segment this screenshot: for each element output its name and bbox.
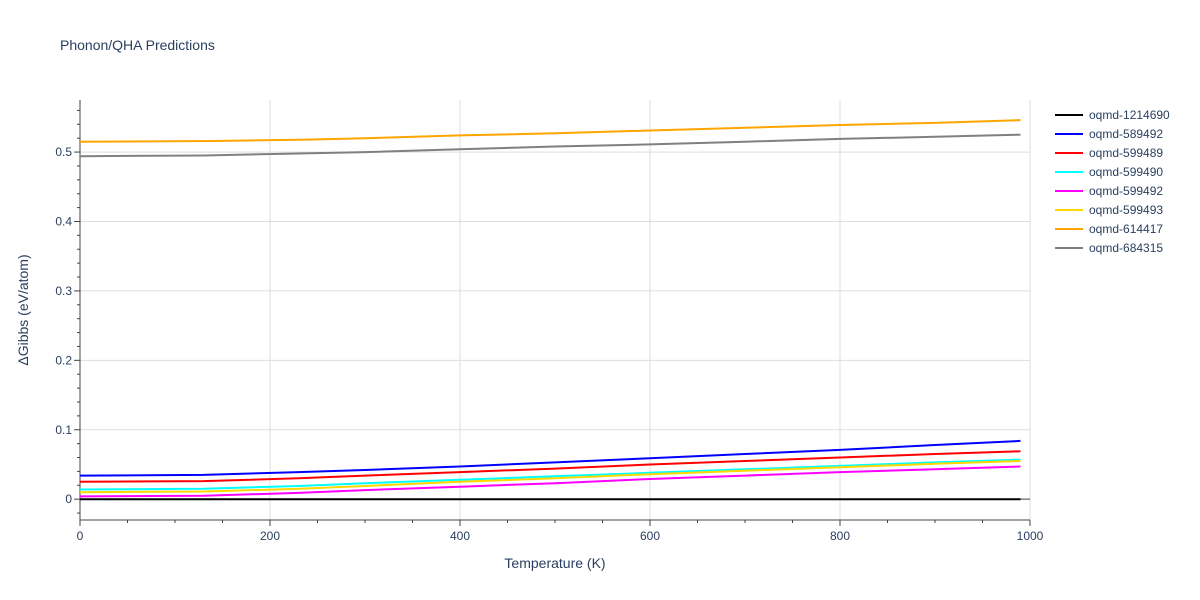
y-tick-label: 0.1 — [55, 423, 72, 437]
x-tick-label: 800 — [830, 529, 850, 543]
plot-lines — [79, 119, 1021, 501]
axes — [79, 100, 1030, 521]
y-tick-label: 0.3 — [55, 284, 72, 298]
legend-label: oqmd-599493 — [1089, 203, 1163, 217]
legend-item[interactable]: oqmd-599490 — [1055, 165, 1163, 179]
y-tick-label: 0 — [65, 492, 72, 506]
y-tick-label: 0.2 — [55, 353, 72, 367]
series-line-oqmd-589492 — [79, 439, 1021, 477]
legend-label: oqmd-599490 — [1089, 165, 1163, 179]
series-line-oqmd-599492 — [79, 465, 1021, 498]
x-tick-label: 0 — [77, 529, 84, 543]
x-axis-title: Temperature (K) — [504, 555, 605, 571]
x-tick-label: 600 — [640, 529, 660, 543]
y-axis-title: ΔGibbs (eV/atom) — [15, 254, 31, 365]
y-tick-label: 0.5 — [55, 145, 72, 159]
legend-item[interactable]: oqmd-589492 — [1055, 127, 1163, 141]
legend-label: oqmd-599492 — [1089, 184, 1163, 198]
y-ticks: 0 0.1 0.2 0.3 0.4 0.5 — [55, 109, 80, 514]
legend-label: oqmd-614417 — [1089, 222, 1163, 236]
legend-label: oqmd-1214690 — [1089, 108, 1170, 122]
legend: oqmd-1214690 oqmd-589492 oqmd-599489 oqmd-5… — [1055, 108, 1170, 255]
chart-title: Phonon/QHA Predictions — [60, 37, 215, 53]
series-line-oqmd-599493 — [79, 460, 1021, 494]
x-tick-label: 200 — [260, 529, 280, 543]
series-line-oqmd-599490 — [79, 458, 1021, 491]
series-line-oqmd-614417 — [79, 119, 1021, 143]
legend-item[interactable]: oqmd-599492 — [1055, 184, 1163, 198]
grid — [80, 100, 1031, 520]
legend-item[interactable]: oqmd-614417 — [1055, 222, 1163, 236]
legend-item[interactable]: oqmd-599489 — [1055, 146, 1163, 160]
legend-item[interactable]: oqmd-684315 — [1055, 241, 1163, 255]
legend-item[interactable]: oqmd-1214690 — [1055, 108, 1170, 122]
series-line-oqmd-599489 — [79, 450, 1021, 483]
legend-label: oqmd-599489 — [1089, 146, 1163, 160]
legend-label: oqmd-684315 — [1089, 241, 1163, 255]
x-tick-label: 400 — [450, 529, 470, 543]
y-tick-label: 0.4 — [55, 214, 72, 228]
x-ticks: 0 200 400 600 800 1000 — [77, 520, 1044, 543]
legend-label: oqmd-589492 — [1089, 127, 1163, 141]
series-line-oqmd-684315 — [79, 133, 1021, 158]
x-tick-label: 1000 — [1017, 529, 1044, 543]
legend-item[interactable]: oqmd-599493 — [1055, 203, 1163, 217]
